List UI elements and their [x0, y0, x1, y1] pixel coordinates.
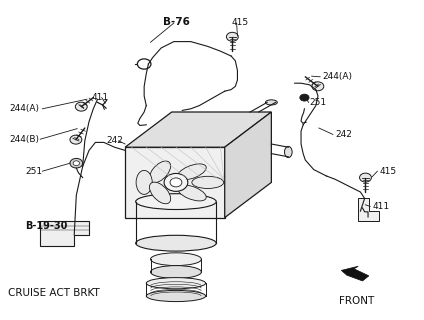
Text: 251: 251 [310, 98, 326, 107]
Circle shape [164, 173, 188, 191]
Ellipse shape [136, 235, 216, 251]
Ellipse shape [192, 176, 224, 188]
Ellipse shape [151, 266, 201, 278]
Text: B-76: B-76 [163, 17, 190, 28]
Polygon shape [125, 147, 225, 218]
Text: 244(B): 244(B) [9, 135, 39, 144]
Text: 242: 242 [106, 136, 123, 145]
Polygon shape [358, 198, 379, 221]
Circle shape [70, 135, 82, 144]
Text: B-19-30: B-19-30 [25, 220, 68, 231]
Ellipse shape [151, 253, 201, 266]
Circle shape [226, 32, 238, 41]
Ellipse shape [136, 170, 152, 194]
Ellipse shape [150, 161, 170, 183]
Text: 242: 242 [335, 130, 352, 139]
Circle shape [73, 161, 80, 166]
Circle shape [300, 94, 309, 101]
Ellipse shape [146, 291, 206, 301]
Ellipse shape [136, 194, 216, 210]
Text: CRUISE ACT BRKT: CRUISE ACT BRKT [8, 288, 100, 298]
Circle shape [70, 158, 83, 168]
Text: 415: 415 [379, 167, 396, 176]
Text: 411: 411 [91, 93, 108, 102]
Ellipse shape [265, 100, 277, 105]
Circle shape [75, 102, 87, 111]
Ellipse shape [178, 185, 206, 201]
Polygon shape [125, 112, 271, 147]
Text: 244(A): 244(A) [9, 104, 39, 113]
Text: 411: 411 [372, 202, 389, 211]
Circle shape [312, 82, 324, 91]
Text: 244(A): 244(A) [322, 72, 352, 81]
Polygon shape [341, 266, 369, 281]
Circle shape [170, 178, 182, 187]
Circle shape [360, 173, 371, 182]
Text: 251: 251 [25, 167, 42, 176]
Polygon shape [40, 221, 89, 246]
Polygon shape [225, 112, 271, 218]
Ellipse shape [146, 277, 206, 289]
Ellipse shape [285, 146, 292, 157]
Text: FRONT: FRONT [338, 296, 374, 306]
Ellipse shape [178, 164, 206, 180]
Ellipse shape [150, 182, 170, 204]
Text: 415: 415 [231, 18, 248, 27]
